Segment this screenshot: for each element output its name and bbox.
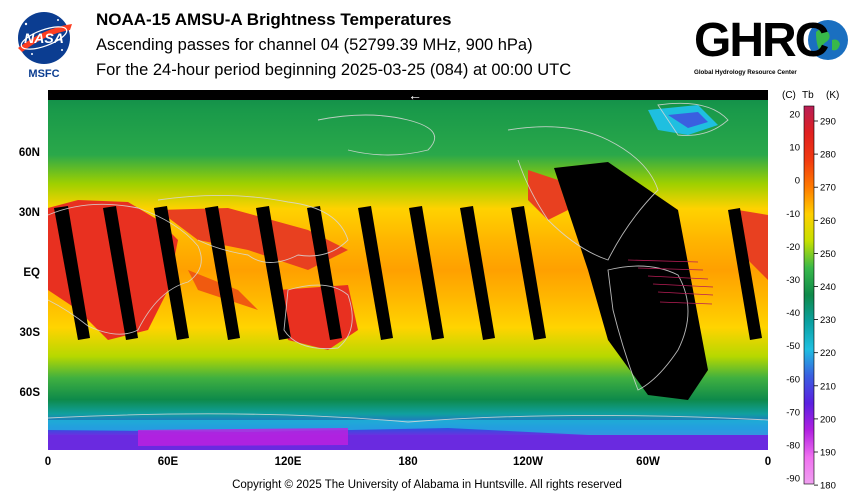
lat-label: 60N bbox=[18, 147, 40, 159]
celsius-tick-label: -70 bbox=[786, 407, 800, 418]
kelvin-tick-label: 220 bbox=[820, 348, 836, 359]
kelvin-tick-label: 230 bbox=[820, 315, 836, 326]
nasa-logo: NASA MSFC bbox=[14, 10, 76, 80]
copyright-text: Copyright © 2025 The University of Alaba… bbox=[232, 479, 622, 491]
celsius-tick-label: 0 bbox=[795, 176, 800, 187]
lon-label: 120E bbox=[274, 456, 302, 468]
kelvin-tick-label: 210 bbox=[820, 381, 836, 392]
ghrc-logo-text: GHRC bbox=[694, 14, 829, 67]
period-subtitle: For the 24-hour period beginning 2025-03… bbox=[96, 61, 572, 79]
celsius-tick-label: -80 bbox=[786, 441, 800, 452]
date-line-arrow: ← bbox=[408, 87, 422, 103]
kelvin-tick-label: 250 bbox=[820, 249, 836, 260]
tb-header: Tb bbox=[802, 90, 814, 101]
channel-subtitle: Ascending passes for channel 04 (52799.3… bbox=[96, 36, 533, 54]
lon-label: 60W bbox=[636, 456, 660, 468]
kelvin-header: (K) bbox=[826, 90, 839, 101]
color-scale-legend: (C) Tb (K) 20 10 0 -10 -20 -30 -40 -50 -60 -70 -80… bbox=[778, 90, 854, 492]
celsius-tick-label: -10 bbox=[786, 209, 800, 220]
kelvin-tick-label: 190 bbox=[820, 448, 836, 459]
lon-label: 0 bbox=[44, 456, 52, 468]
celsius-tick-label: -30 bbox=[786, 275, 800, 286]
kelvin-tick-label: 180 bbox=[820, 481, 836, 490]
kelvin-tick-label: 290 bbox=[820, 117, 836, 128]
ghrc-subtitle: Global Hydrology Resource Center bbox=[694, 69, 797, 76]
celsius-tick-label: -20 bbox=[786, 242, 800, 253]
celsius-tick-label: -60 bbox=[786, 374, 800, 385]
celsius-tick-label: -50 bbox=[786, 341, 800, 352]
lat-label: EQ bbox=[23, 267, 40, 279]
kelvin-tick-label: 270 bbox=[820, 183, 836, 194]
celsius-tick-label: -40 bbox=[786, 308, 800, 319]
celsius-tick-label: -90 bbox=[786, 474, 800, 485]
kelvin-tick-label: 240 bbox=[820, 282, 836, 293]
kelvin-tick-label: 200 bbox=[820, 414, 836, 425]
lon-label: 180 bbox=[398, 456, 418, 468]
lon-label: 120W bbox=[512, 456, 544, 468]
celsius-tick-label: 10 bbox=[789, 143, 800, 154]
celsius-tick-label: 20 bbox=[789, 110, 800, 121]
lat-label: 30N bbox=[18, 207, 40, 219]
ghrc-logo: GHRC Global Hydrology Resource Center bbox=[688, 10, 850, 80]
kelvin-tick-label: 280 bbox=[820, 150, 836, 161]
celsius-header: (C) bbox=[782, 90, 796, 101]
lat-label: 60S bbox=[19, 387, 40, 399]
msfc-label: MSFC bbox=[28, 68, 59, 80]
color-bar bbox=[803, 105, 815, 485]
lon-label: 0 bbox=[764, 456, 772, 468]
brightness-temperature-map: ← bbox=[47, 87, 769, 450]
kelvin-tick-label: 260 bbox=[820, 216, 836, 227]
nasa-logo-text: NASA bbox=[24, 30, 64, 46]
lat-label: 30S bbox=[19, 327, 40, 339]
lon-label: 60E bbox=[157, 456, 179, 468]
page-title: NOAA-15 AMSU-A Brightness Temperatures bbox=[96, 10, 452, 29]
